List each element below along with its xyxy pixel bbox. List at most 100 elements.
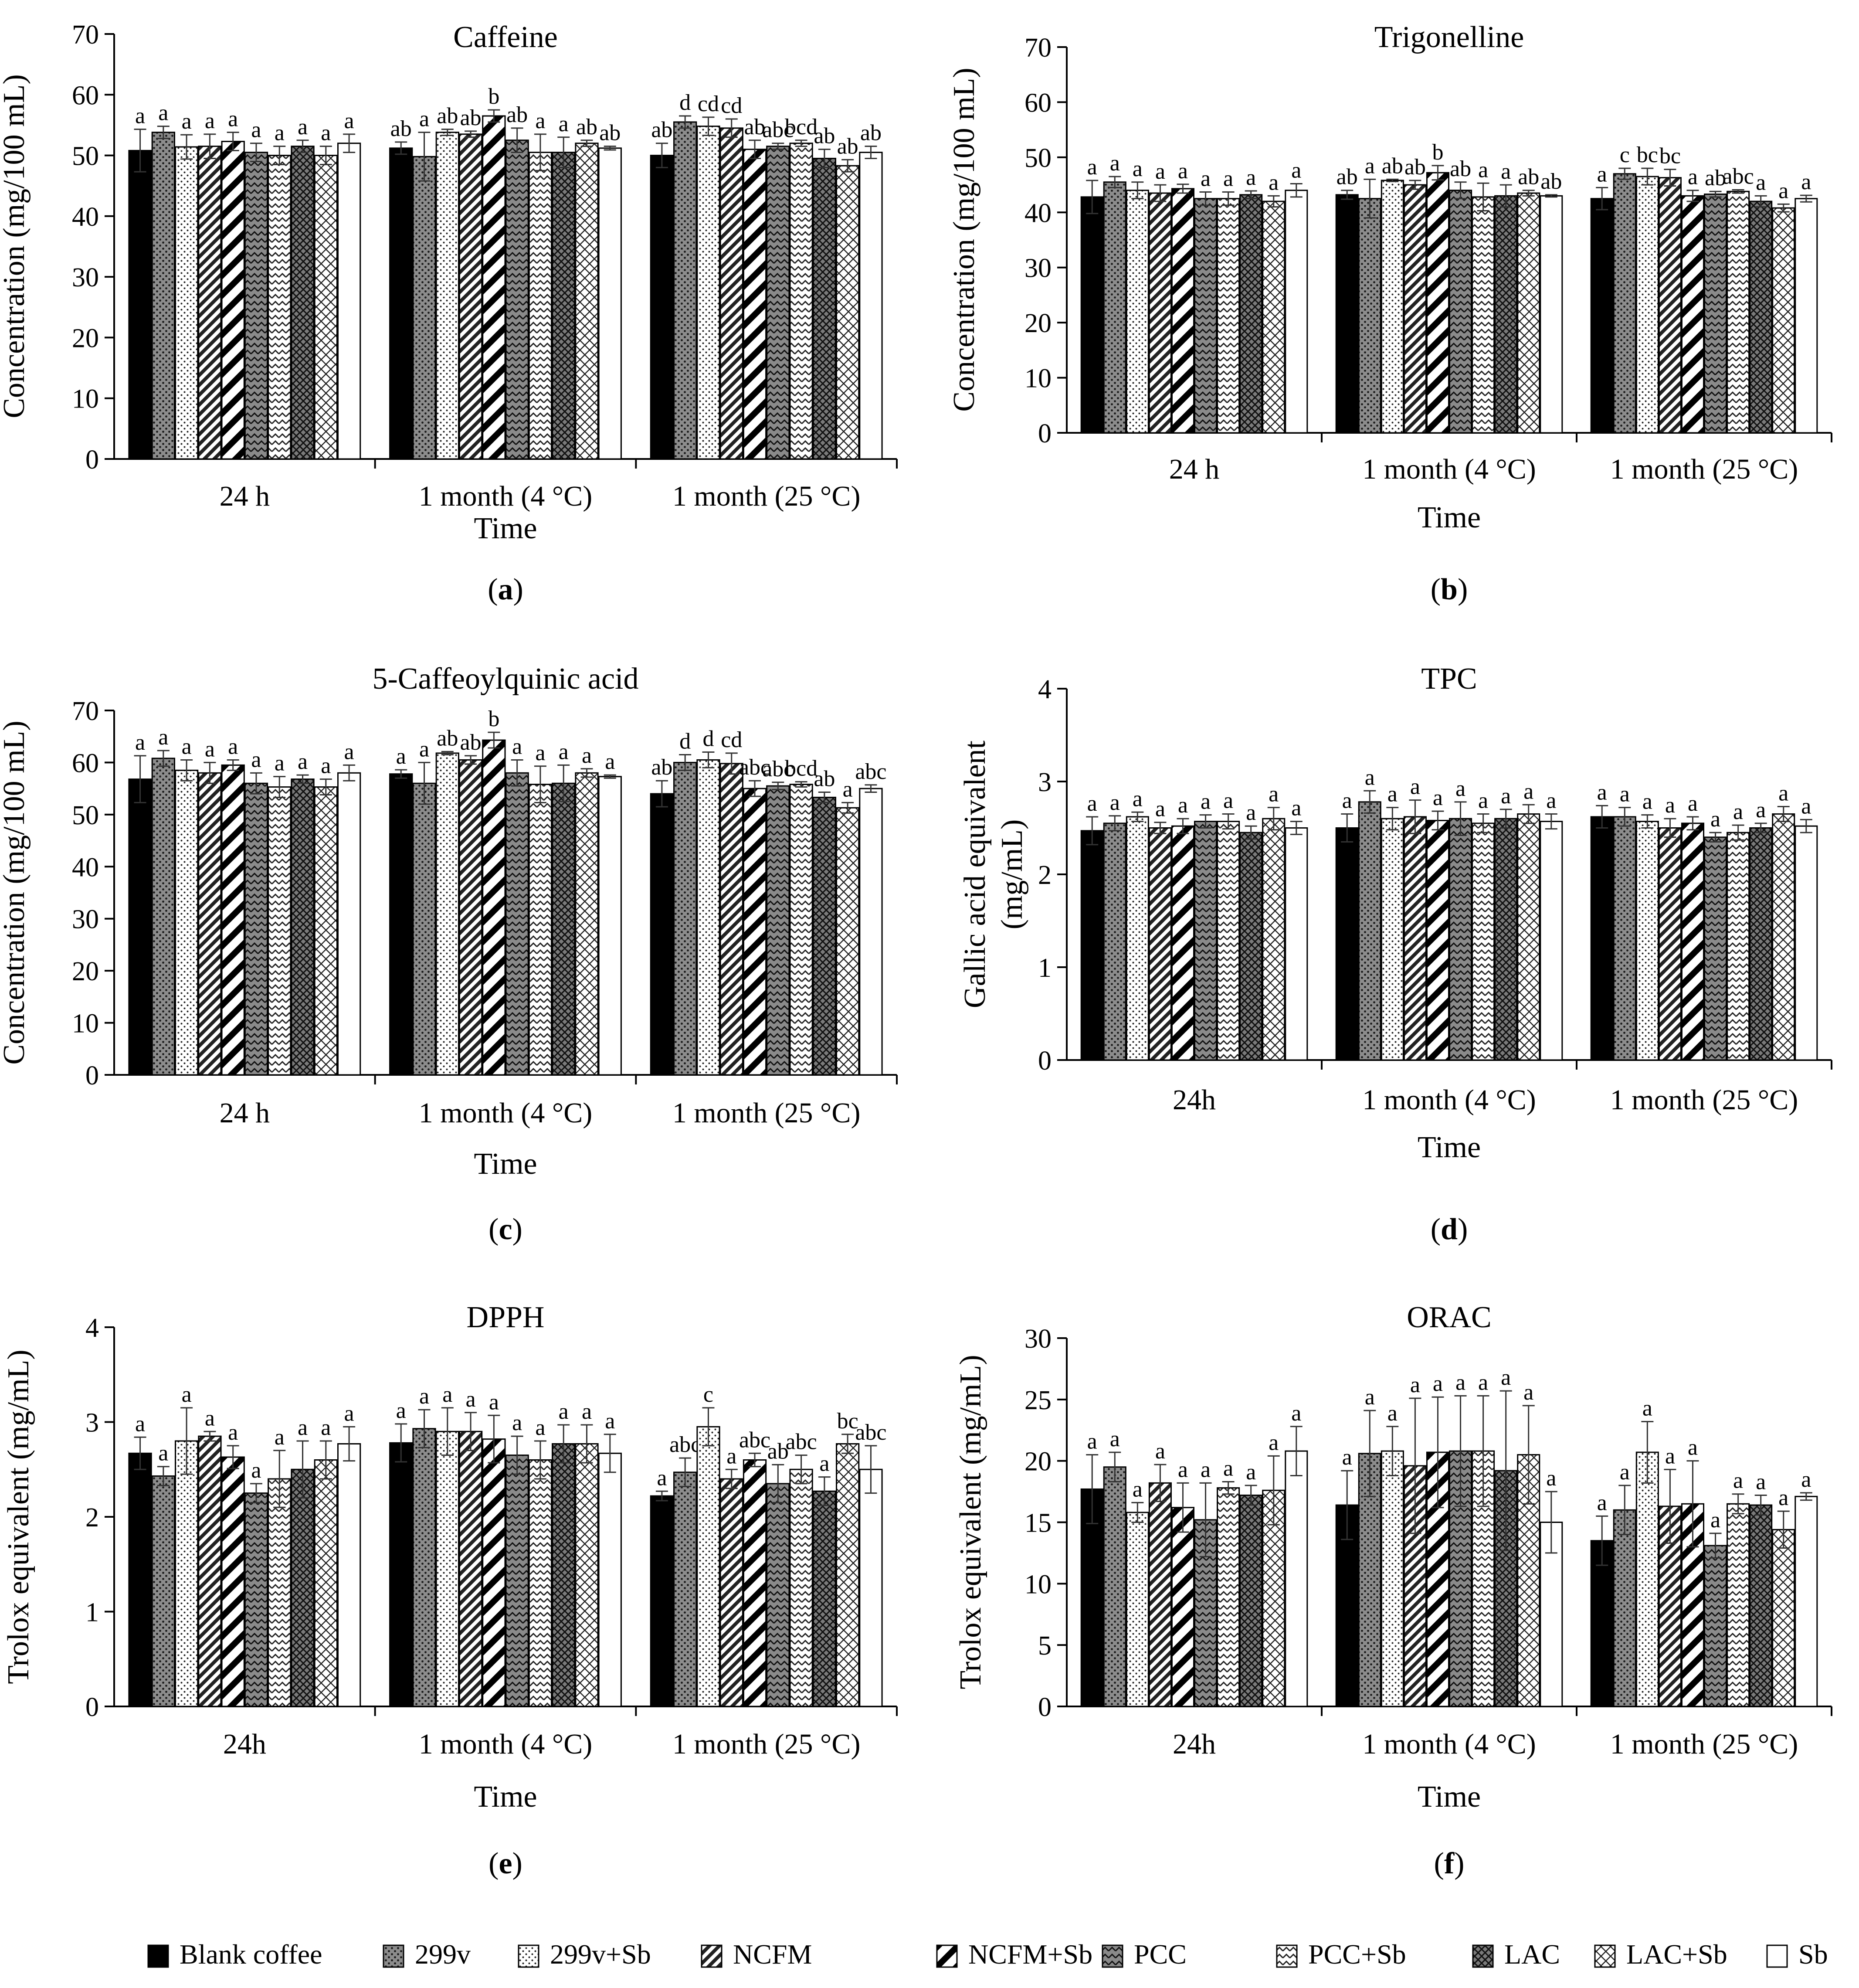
bar — [314, 155, 338, 460]
significance-label: a — [489, 1390, 499, 1414]
significance-label: d — [679, 729, 691, 754]
significance-label: ab — [460, 730, 482, 755]
significance-label: a — [1523, 779, 1533, 804]
significance-label: a — [1501, 784, 1511, 809]
bar — [1381, 818, 1404, 1061]
bar — [198, 146, 222, 460]
significance-label: a — [205, 737, 215, 761]
significance-label: ab — [437, 726, 458, 751]
significance-label: a — [1546, 788, 1556, 813]
legend-swatch — [936, 1944, 958, 1968]
bar — [1704, 836, 1727, 1061]
bar — [458, 133, 483, 460]
bar — [1403, 184, 1427, 434]
y-tick-label: 70 — [1024, 33, 1052, 63]
significance-label: a — [1087, 155, 1097, 180]
y-tick-label: 5 — [1038, 1631, 1052, 1661]
significance-label: a — [1523, 1380, 1533, 1405]
significance-label: a — [344, 109, 354, 133]
significance-label: a — [275, 751, 285, 776]
significance-label: a — [819, 1451, 829, 1476]
bar — [1772, 1529, 1795, 1707]
y-tick-label: 20 — [72, 957, 99, 986]
significance-label: a — [1688, 1435, 1698, 1460]
bar — [1494, 195, 1518, 434]
significance-label: a — [1291, 796, 1301, 821]
bar — [482, 115, 506, 460]
bar — [1472, 196, 1495, 434]
significance-label: a — [1801, 794, 1811, 819]
bar — [719, 1478, 743, 1707]
significance-label: abc — [739, 755, 770, 780]
significance-label: a — [1110, 151, 1120, 176]
bar — [1517, 813, 1540, 1061]
bar — [1217, 821, 1240, 1061]
x-category-label: 24 h — [220, 1097, 270, 1129]
bar — [1749, 1504, 1773, 1707]
significance-label: ab — [437, 104, 458, 129]
significance-label: a — [535, 109, 545, 133]
x-category-label: 1 month (4 °C) — [419, 480, 593, 512]
bar — [1171, 1507, 1195, 1707]
x-category-label: 24 h — [220, 480, 270, 512]
bar — [268, 1478, 292, 1707]
bar — [435, 752, 459, 1076]
y-tick-label: 30 — [72, 905, 99, 935]
significance-label: ab — [814, 124, 835, 149]
bar — [528, 1459, 553, 1707]
significance-label: a — [1365, 765, 1375, 790]
significance-label: a — [158, 725, 168, 750]
significance-label: a — [1478, 157, 1488, 182]
x-category-label: 1 month (4 °C) — [1362, 1084, 1536, 1116]
x-category-label: 24h — [223, 1728, 266, 1760]
bar — [1635, 1451, 1659, 1707]
significance-label: a — [1223, 788, 1233, 813]
significance-label: ab — [651, 118, 672, 143]
bar — [859, 788, 883, 1076]
bar — [1681, 822, 1705, 1061]
significance-label: a — [843, 777, 853, 802]
significance-label: a — [1597, 162, 1607, 187]
y-tick-label: 0 — [85, 445, 99, 475]
legend-label: 299v — [415, 1939, 471, 1970]
significance-label: a — [1365, 1385, 1375, 1410]
bar — [1239, 194, 1263, 434]
significance-label: a — [1756, 1470, 1766, 1495]
bar — [221, 1456, 245, 1707]
bar — [1335, 194, 1359, 434]
bar — [1681, 195, 1705, 434]
bar — [1795, 825, 1818, 1061]
legend-swatch — [518, 1944, 539, 1968]
bar — [1449, 190, 1472, 434]
y-tick-label: 1 — [85, 1598, 99, 1628]
bar — [1381, 180, 1404, 434]
legend-label: PCC — [1134, 1939, 1187, 1970]
bar — [743, 1459, 767, 1707]
bar — [482, 739, 506, 1076]
bar — [575, 1443, 599, 1707]
significance-label: a — [321, 754, 331, 778]
significance-label: a — [321, 121, 331, 146]
y-tick-label: 60 — [72, 748, 99, 778]
legend-item: 299v+Sb — [518, 1939, 651, 1970]
bar — [598, 776, 622, 1076]
significance-label: d — [679, 90, 691, 115]
x-axis-title: Time — [474, 1780, 537, 1814]
significance-label: ab — [460, 105, 482, 130]
bar — [1103, 1466, 1126, 1707]
bar — [389, 147, 413, 460]
bar — [1613, 816, 1636, 1061]
bar — [291, 146, 315, 460]
significance-label: a — [1387, 1401, 1398, 1426]
y-tick-label: 70 — [72, 697, 99, 726]
significance-label: a — [298, 115, 308, 139]
significance-label: a — [1642, 1396, 1652, 1421]
bar — [836, 165, 860, 460]
significance-label: a — [1778, 781, 1788, 806]
significance-label: a — [251, 118, 261, 143]
significance-label: a — [1133, 1477, 1143, 1502]
y-tick-label: 2 — [85, 1503, 99, 1533]
bar — [696, 759, 720, 1076]
bar — [1540, 195, 1563, 434]
significance-label: a — [205, 109, 215, 133]
